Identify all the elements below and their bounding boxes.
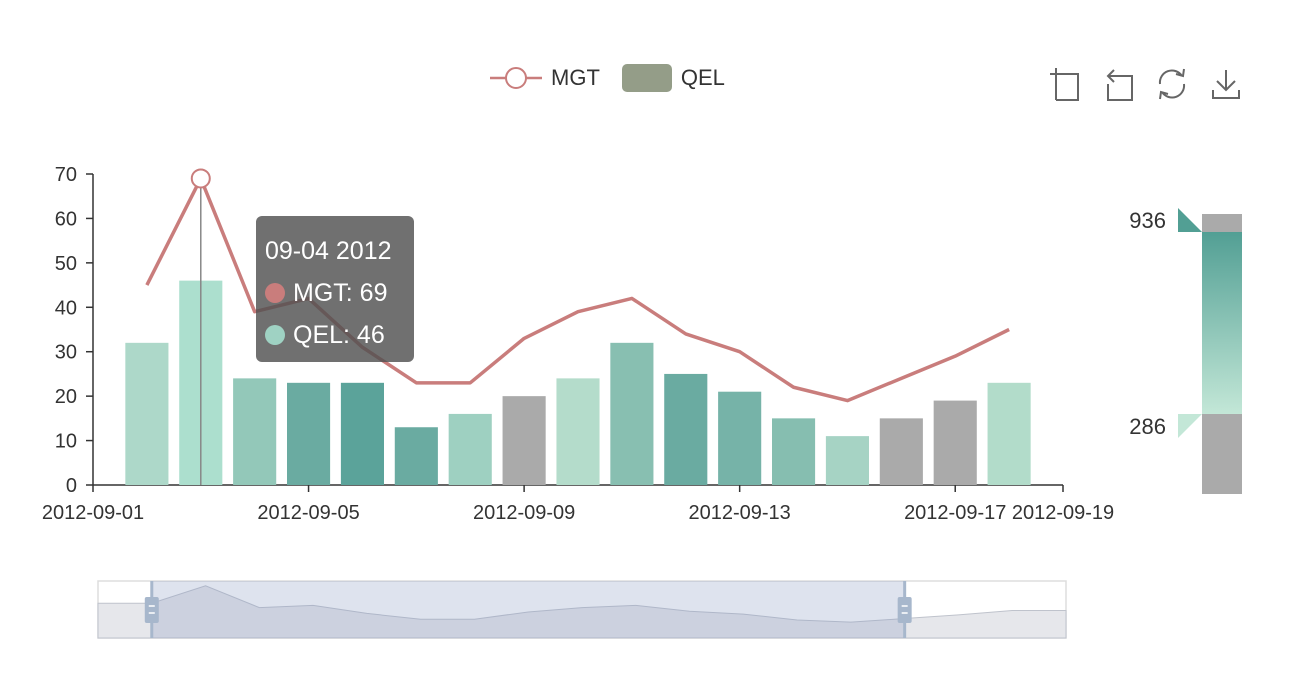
y-tick-label: 40	[55, 297, 77, 319]
visual-map-handle-min[interactable]	[1178, 414, 1202, 438]
tooltip-title: 09-04 2012	[265, 237, 392, 265]
bar-qel[interactable]	[394, 427, 438, 485]
legend-label-mgt: MGT	[551, 65, 600, 90]
visual-map-max-label: 936	[1129, 208, 1166, 233]
tooltip-row-mgt: MGT: 69	[265, 272, 414, 314]
bar-qel[interactable]	[987, 382, 1031, 485]
zoom-select-icon[interactable]	[1048, 66, 1080, 102]
y-tick-label: 60	[55, 208, 77, 230]
bar-qel[interactable]	[502, 396, 546, 485]
y-tick-label: 20	[55, 386, 77, 408]
x-tick-label: 2012-09-17	[904, 502, 1006, 524]
data-zoom-grip-end[interactable]	[897, 597, 912, 623]
bar-qel[interactable]	[825, 436, 869, 485]
data-zoom-grip-start[interactable]	[144, 597, 159, 623]
line-series-icon	[490, 67, 542, 89]
data-zoom-preview-area	[97, 585, 1067, 639]
bar-qel[interactable]	[340, 382, 384, 485]
tooltip-value-qel: QEL: 46	[293, 321, 385, 349]
x-tick-label: 2012-09-13	[689, 502, 791, 524]
legend-label-qel: QEL	[680, 65, 725, 90]
y-tick-label: 0	[66, 475, 77, 497]
visual-map-min-label: 286	[1129, 414, 1166, 439]
bar-qel[interactable]	[233, 378, 277, 485]
zoom-reset-icon[interactable]	[1102, 66, 1134, 102]
bar-qel[interactable]	[125, 342, 169, 485]
bar-qel[interactable]	[448, 413, 492, 485]
visual-map-handle-max[interactable]	[1178, 208, 1202, 232]
data-zoom-window[interactable]	[151, 581, 905, 638]
restore-icon[interactable]	[1156, 66, 1188, 102]
tooltip: 09-04 2012 MGT: 69 QEL: 46	[256, 216, 414, 362]
y-tick-label: 30	[55, 342, 77, 364]
y-tick-label: 10	[55, 431, 77, 453]
tooltip-value-mgt: MGT: 69	[293, 279, 388, 307]
y-tick-label: 70	[55, 164, 77, 186]
tooltip-marker-qel	[265, 325, 285, 345]
tooltip-row-qel: QEL: 46	[265, 314, 414, 356]
x-tick-label: 2012-09-05	[257, 502, 359, 524]
x-tick-label: 2012-09-09	[473, 502, 575, 524]
download-icon[interactable]	[1210, 66, 1242, 102]
visual-map-range[interactable]	[1202, 232, 1242, 414]
bar-qel[interactable]	[772, 418, 816, 485]
tooltip-marker-mgt	[265, 283, 285, 303]
bar-qel[interactable]	[933, 400, 977, 485]
x-tick-label: 2012-09-01	[42, 502, 144, 524]
bar-qel[interactable]	[879, 418, 923, 485]
bar-series-icon	[621, 64, 672, 92]
x-tick-label: 2012-09-19	[1012, 502, 1114, 524]
bar-qel[interactable]	[718, 391, 762, 485]
legend: MGT QEL	[490, 62, 725, 94]
legend-item-mgt[interactable]: MGT	[490, 63, 600, 93]
bar-qel[interactable]	[664, 373, 708, 485]
y-tick-label: 50	[55, 253, 77, 275]
bar-qel[interactable]	[556, 378, 600, 485]
line-point-mgt-highlight[interactable]	[190, 168, 211, 189]
bar-qel[interactable]	[287, 382, 331, 485]
legend-item-qel[interactable]: QEL	[621, 64, 725, 92]
toolbox	[1048, 66, 1242, 102]
bar-qel[interactable]	[610, 342, 654, 485]
